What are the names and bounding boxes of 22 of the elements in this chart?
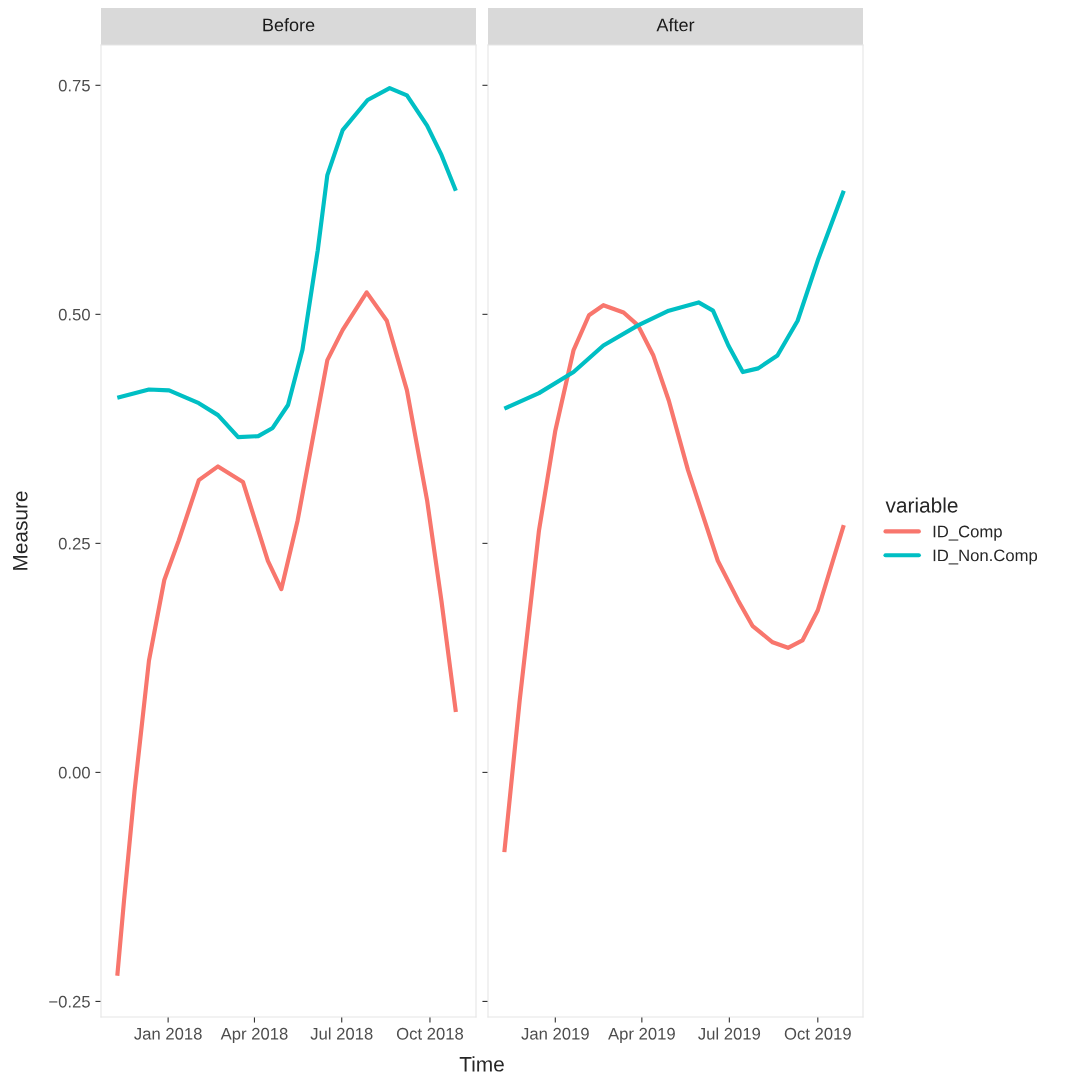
chart-title: Before (263, 18, 315, 32)
line-series (115, 85, 458, 440)
line-series (115, 290, 458, 978)
legend-label: ID_Comp (933, 525, 1002, 541)
y-tick-label: 0.50 (58, 308, 90, 321)
x-tick-label: Apr 2018 (220, 1027, 288, 1043)
y-tick-label: 0.25 (58, 537, 90, 550)
x-tick-label: Oct 2018 (396, 1027, 464, 1040)
y-axis-title: Measure (13, 491, 28, 570)
x-tick-label: Jan 2018 (134, 1027, 202, 1040)
y-tick-label: 0.75 (58, 79, 90, 92)
chart-title: After (656, 18, 695, 32)
y-tick-label: −0.25 (49, 995, 90, 1008)
x-axis-title: Time (459, 1056, 504, 1072)
y-tick-label: 0.00 (58, 766, 90, 779)
legend-label: ID_Non.Comp (933, 549, 1038, 565)
legend-title: variable (885, 497, 958, 513)
x-tick-label: Jul 2019 (698, 1027, 761, 1040)
x-tick-label: Jul 2018 (310, 1027, 373, 1040)
x-tick-label: Jan 2019 (521, 1027, 589, 1040)
x-tick-label: Oct 2019 (784, 1027, 851, 1040)
x-tick-label: Apr 2019 (608, 1027, 675, 1043)
